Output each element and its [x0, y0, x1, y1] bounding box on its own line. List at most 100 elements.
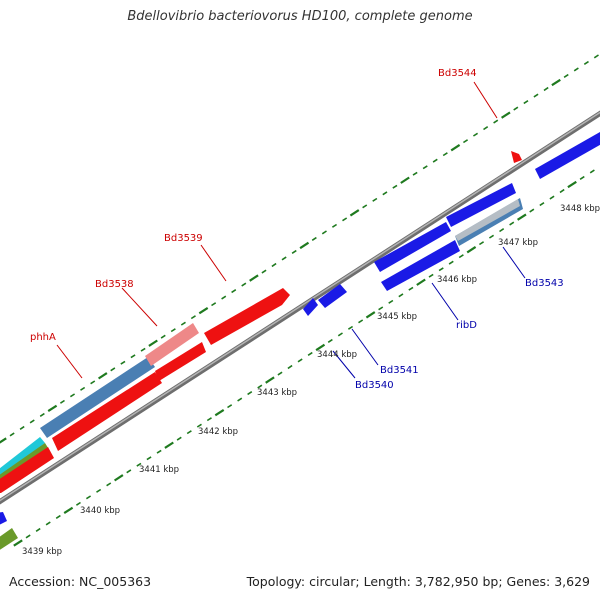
upper-tick-mark — [9, 432, 15, 437]
upper-tick-mark — [241, 282, 247, 287]
upper-tick-mark — [39, 412, 45, 417]
topology-text: Topology: circular; Length: 3,782,950 bp… — [246, 574, 590, 589]
gene-arrow-red-mid[interactable] — [52, 372, 162, 451]
upper-tick-mark — [231, 289, 237, 294]
lower-tick-mark — [408, 286, 414, 291]
upper-tick-mark — [261, 269, 267, 274]
upper-tick-mark — [462, 139, 469, 144]
gene-ribD[interactable] — [381, 240, 460, 291]
label-Bd3543[interactable]: Bd3543 — [525, 278, 564, 289]
lower-tick-mark — [567, 180, 577, 189]
upper-tick-mark — [98, 372, 108, 380]
gene-blue-pair-upper[interactable] — [374, 222, 451, 272]
label-Bd3538[interactable]: Bd3538 — [95, 279, 134, 290]
accession-text: Accession: NC_005363 — [9, 574, 152, 589]
upper-tick-mark — [148, 339, 158, 347]
lower-tick-mark — [277, 371, 283, 376]
upper-tick-mark — [450, 143, 461, 152]
map-title: Bdellovibrio bacteriovorus HD100, comple… — [127, 9, 473, 24]
gene-Bd3538[interactable] — [145, 323, 199, 366]
label-Bd3539[interactable]: Bd3539 — [164, 233, 203, 244]
lower-tick-mark — [398, 293, 404, 298]
gene-arrow-red-left[interactable] — [0, 447, 54, 493]
reverse-strand-labels: ribD Bd3543 Bd3541 Bd3540 — [332, 246, 564, 391]
tick-label-3440: 3440 kbp — [80, 506, 120, 516]
lower-tick-mark — [25, 534, 31, 539]
upper-tick-mark — [47, 404, 58, 413]
upper-tick-mark — [0, 437, 7, 444]
upper-tick-mark — [349, 209, 360, 217]
lower-tick-mark — [438, 267, 444, 272]
upper-tick-mark — [271, 262, 277, 268]
upper-tick-mark — [160, 334, 166, 339]
lower-tick-mark — [156, 449, 162, 454]
lower-tick-mark — [458, 254, 464, 259]
upper-tick-row — [0, 54, 599, 444]
lower-tick-mark — [126, 469, 132, 474]
gene-blue-far-right[interactable] — [535, 132, 600, 179]
lower-tick-mark — [488, 234, 495, 239]
lower-tick-mark — [589, 169, 595, 174]
gene-Bd3540[interactable] — [303, 298, 318, 316]
upper-tick-mark — [543, 86, 549, 92]
tick-label-3439: 3439 kbp — [22, 547, 62, 557]
lower-tick-mark — [499, 228, 505, 233]
upper-tick-mark — [483, 126, 489, 131]
lower-tick-mark — [337, 332, 343, 337]
forward-strand-genes — [0, 151, 522, 486]
lower-tick-mark — [146, 456, 152, 461]
upper-tick-mark — [573, 67, 579, 72]
upper-tick-mark — [120, 360, 126, 365]
lower-tick-mark — [13, 539, 23, 547]
lower-tick-mark — [35, 527, 41, 532]
gene-arrow-olive-lower[interactable] — [0, 528, 18, 553]
upper-tick-mark — [80, 386, 86, 391]
forward-strand-labels: phhA Bd3538 Bd3539 Bd3544 — [30, 68, 498, 379]
tick-label-3447: 3447 kbp — [498, 238, 538, 248]
lower-tick-mark — [327, 338, 333, 343]
upper-tick-mark — [493, 119, 499, 124]
lower-tick-mark — [96, 488, 102, 493]
gene-Bd3541[interactable] — [318, 284, 347, 308]
upper-tick-mark — [442, 152, 448, 157]
upper-tick-mark — [281, 256, 287, 261]
gene-blue-upper-right[interactable] — [446, 183, 516, 227]
lower-tick-mark — [63, 506, 74, 515]
label-Bd3540[interactable]: Bd3540 — [355, 380, 394, 391]
upper-tick-mark — [180, 321, 186, 326]
lower-tick-mark — [106, 482, 112, 487]
label-Bd3541[interactable]: Bd3541 — [380, 365, 419, 376]
lower-tick-mark — [559, 188, 565, 194]
gene-Bd3539[interactable] — [204, 288, 290, 345]
lower-tick-mark — [287, 364, 293, 370]
upper-tick-mark — [513, 106, 519, 111]
tick-label-3445: 3445 kbp — [377, 312, 417, 322]
label-ribD[interactable]: ribD — [456, 320, 477, 331]
lower-tick-mark — [509, 221, 515, 226]
upper-tick-mark — [501, 111, 511, 119]
lower-tick-mark — [358, 319, 364, 324]
label-phhA[interactable]: phhA — [30, 332, 56, 343]
upper-tick-mark — [422, 165, 428, 170]
gene-phhA[interactable] — [40, 357, 155, 438]
lower-tick-mark — [227, 404, 233, 409]
upper-tick-mark — [198, 306, 209, 315]
tick-label-3442: 3442 kbp — [198, 427, 238, 437]
gene-Bd3543-cap[interactable] — [455, 199, 520, 241]
upper-tick-mark — [130, 354, 136, 359]
lower-tick-row — [13, 169, 595, 547]
upper-tick-mark — [321, 230, 327, 235]
upper-tick-mark — [90, 380, 96, 385]
tick-label-3448: 3448 kbp — [560, 204, 600, 214]
upper-tick-mark — [372, 197, 378, 202]
label-Bd3544[interactable]: Bd3544 — [438, 68, 477, 79]
upper-tick-mark — [19, 425, 25, 430]
upper-tick-mark — [331, 223, 338, 228]
gene-arrow-blue-edge[interactable] — [0, 512, 7, 527]
gene-arrow-red-short[interactable] — [155, 342, 206, 381]
lower-tick-mark — [136, 462, 142, 467]
lower-tick-mark — [478, 241, 485, 246]
gene-Bd3544[interactable] — [511, 151, 522, 163]
upper-tick-mark — [342, 217, 348, 222]
